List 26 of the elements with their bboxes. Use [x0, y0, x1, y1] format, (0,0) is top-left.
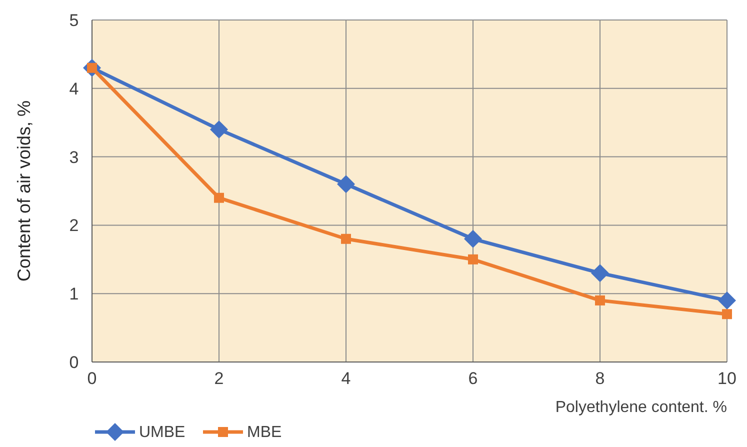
- x-tick-label: 0: [87, 369, 97, 388]
- y-tick-label: 2: [69, 216, 79, 236]
- y-tick-label: 0: [69, 352, 79, 372]
- x-tick-label: 2: [214, 369, 224, 388]
- point: [214, 192, 224, 203]
- point: [718, 291, 736, 310]
- y-tick-label: 3: [69, 148, 79, 167]
- x-tick-label: 4: [341, 369, 351, 388]
- legend-label: MBE: [247, 424, 282, 441]
- y-axis-title: Content of air voids, %: [14, 100, 34, 282]
- point: [210, 120, 228, 138]
- point: [722, 309, 732, 320]
- y-tick-label: 4: [69, 79, 79, 98]
- x-tick-label: 10: [718, 369, 736, 388]
- x-tick-label: 6: [468, 369, 478, 388]
- point: [468, 254, 478, 264]
- legend-label: UMBE: [139, 424, 186, 441]
- x-axis-title: Polyethylene content. %: [555, 399, 727, 416]
- y-tick-label: 5: [69, 10, 79, 30]
- point: [337, 175, 355, 194]
- point: [591, 264, 609, 282]
- x-tick-label: 8: [595, 369, 605, 388]
- point: [595, 295, 605, 306]
- point: [464, 230, 482, 248]
- y-tick-label: 1: [69, 284, 79, 304]
- point: [341, 234, 351, 244]
